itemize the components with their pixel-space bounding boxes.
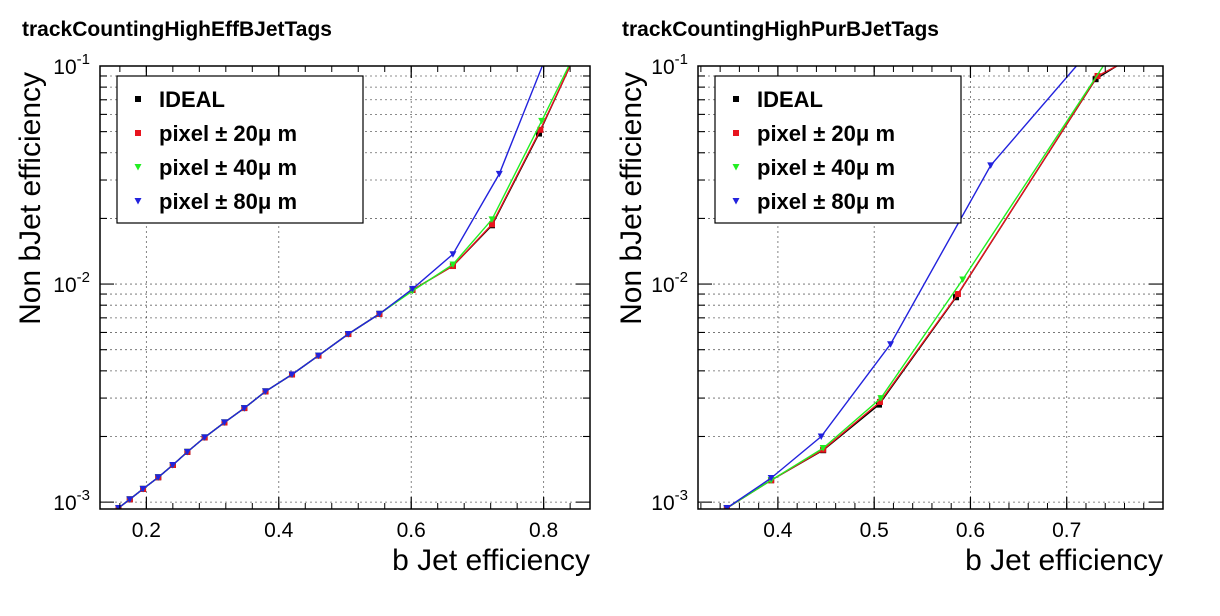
x-tick-label: 0.8: [529, 519, 558, 542]
data-point: [375, 310, 383, 318]
data-point: [288, 371, 296, 378]
data-point: [139, 485, 147, 493]
data-point: [409, 285, 417, 293]
legend-marker: [135, 130, 141, 136]
data-point: [723, 504, 731, 509]
data-point: [538, 117, 546, 125]
data-point: [767, 475, 775, 482]
legend-box: [116, 75, 364, 224]
legend-label: pixel ± 80μ m: [159, 189, 297, 214]
data-point: [877, 395, 885, 402]
data-point: [262, 388, 270, 395]
y-axis-label: Non bJet efficiency: [14, 72, 47, 325]
y-tick-label: 10-1: [53, 51, 90, 79]
chart-title: trackCountingHighPurBJetTags: [622, 18, 939, 41]
x-axis-label: b Jet efficiency: [965, 544, 1163, 577]
y-axis-label: Non bJet efficiency: [615, 72, 648, 325]
legend-label: pixel ± 40μ m: [159, 155, 297, 180]
legend-marker: [732, 164, 740, 171]
chart-left: trackCountingHighEffBJetTags 0.2 0.4 0.6 0.…: [14, 18, 591, 577]
x-axis-label: b Jet efficiency: [392, 544, 590, 577]
data-point: [876, 398, 883, 405]
data-point: [169, 461, 177, 469]
data-point: [817, 433, 825, 440]
data-point: [201, 434, 209, 441]
series-line: [118, 66, 543, 509]
legend-marker: [733, 130, 739, 136]
legend-label: IDEAL: [757, 87, 823, 112]
y-tick-label: 10-3: [651, 487, 688, 515]
series-line: [726, 66, 1077, 509]
data-point: [819, 445, 827, 452]
plot-frame: [697, 65, 1164, 510]
x-tick-label: 0.7: [1052, 519, 1081, 542]
legend-label: pixel ± 40μ m: [757, 155, 895, 180]
data-point: [449, 251, 457, 258]
legend-label: IDEAL: [159, 87, 225, 112]
data-point: [220, 419, 228, 426]
x-tick-label: 0.4: [264, 519, 294, 542]
y-tick-label: 10-2: [651, 269, 688, 297]
legend: IDEAL pixel ± 20μ m pixel ± 40μ m pixel ± 8…: [116, 75, 364, 224]
data-point: [987, 162, 995, 169]
chart-title: trackCountingHighEffBJetTags: [22, 18, 332, 41]
data-point: [183, 448, 191, 456]
data-point: [154, 474, 162, 481]
data-point: [489, 221, 495, 228]
data-point: [344, 331, 352, 338]
chart-right: trackCountingHighPurBJetTags 0.4 0.5 0.6 0.…: [615, 18, 1164, 577]
data-point: [959, 276, 967, 283]
data-point: [315, 352, 323, 360]
data-point: [495, 170, 503, 178]
data-point: [126, 496, 134, 503]
legend-marker: [733, 96, 739, 102]
x-tick-label: 0.6: [397, 519, 426, 542]
legend-box: [714, 75, 962, 224]
x-tick-label: 0.5: [860, 519, 889, 542]
legend-label: pixel ± 20μ m: [757, 121, 895, 146]
series-line: [726, 66, 1104, 509]
x-tick-label: 0.6: [956, 519, 985, 542]
legend-marker: [134, 198, 142, 205]
legend-label: pixel ± 20μ m: [159, 121, 297, 146]
y-tick-label: 10-3: [53, 487, 90, 515]
data-point: [887, 341, 895, 348]
x-tick-label: 0.4: [763, 519, 793, 542]
legend-marker: [135, 96, 141, 102]
legend: IDEAL pixel ± 20μ m pixel ± 40μ m pixel ± 8…: [714, 75, 962, 224]
legend-marker: [732, 198, 740, 205]
plot-frame: [99, 65, 591, 510]
data-point: [954, 291, 961, 298]
legend-label: pixel ± 80μ m: [757, 189, 895, 214]
data-point: [240, 405, 248, 412]
data-point: [488, 216, 496, 223]
data-point: [537, 126, 544, 133]
y-tick-label: 10-2: [53, 269, 90, 297]
y-tick-label: 10-1: [651, 51, 688, 79]
data-point: [449, 261, 457, 268]
legend-marker: [134, 164, 142, 171]
x-tick-label: 0.2: [132, 519, 161, 542]
